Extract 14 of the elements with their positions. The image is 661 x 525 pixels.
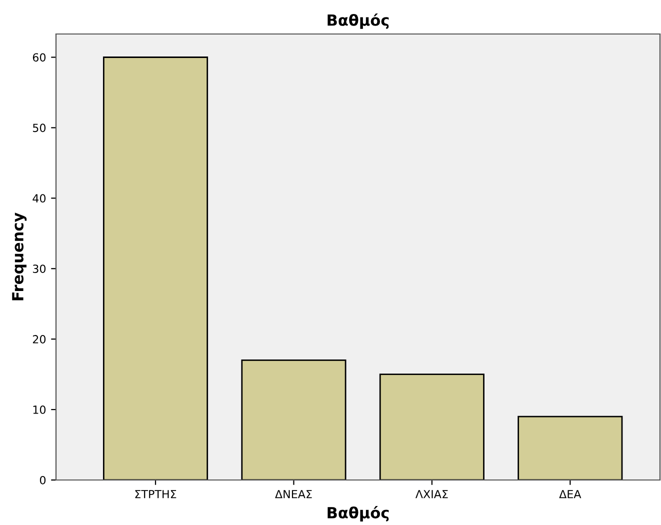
y-tick-label: 20 xyxy=(32,335,46,344)
x-tick-label: ΣΤΡΤΗΣ xyxy=(135,490,176,498)
x-tick-label: ΛΧΙΑΣ xyxy=(415,490,448,498)
y-tick-label: 30 xyxy=(32,264,46,274)
y-axis-title: Frequency xyxy=(12,212,27,300)
x-tick-label: ΔΝΕΑΣ xyxy=(275,490,312,498)
chart-title: Βαθμός xyxy=(328,13,389,29)
y-tick-label: 10 xyxy=(33,406,46,414)
y-tick-label: 60 xyxy=(32,53,46,62)
y-tick-label: 0 xyxy=(40,476,46,484)
x-axis-title: Βαθμός xyxy=(328,506,389,522)
y-tick-label: 40 xyxy=(32,194,46,203)
y-tick-label: 50 xyxy=(32,124,46,132)
x-tick-label: ΔΕΑ xyxy=(559,490,582,498)
